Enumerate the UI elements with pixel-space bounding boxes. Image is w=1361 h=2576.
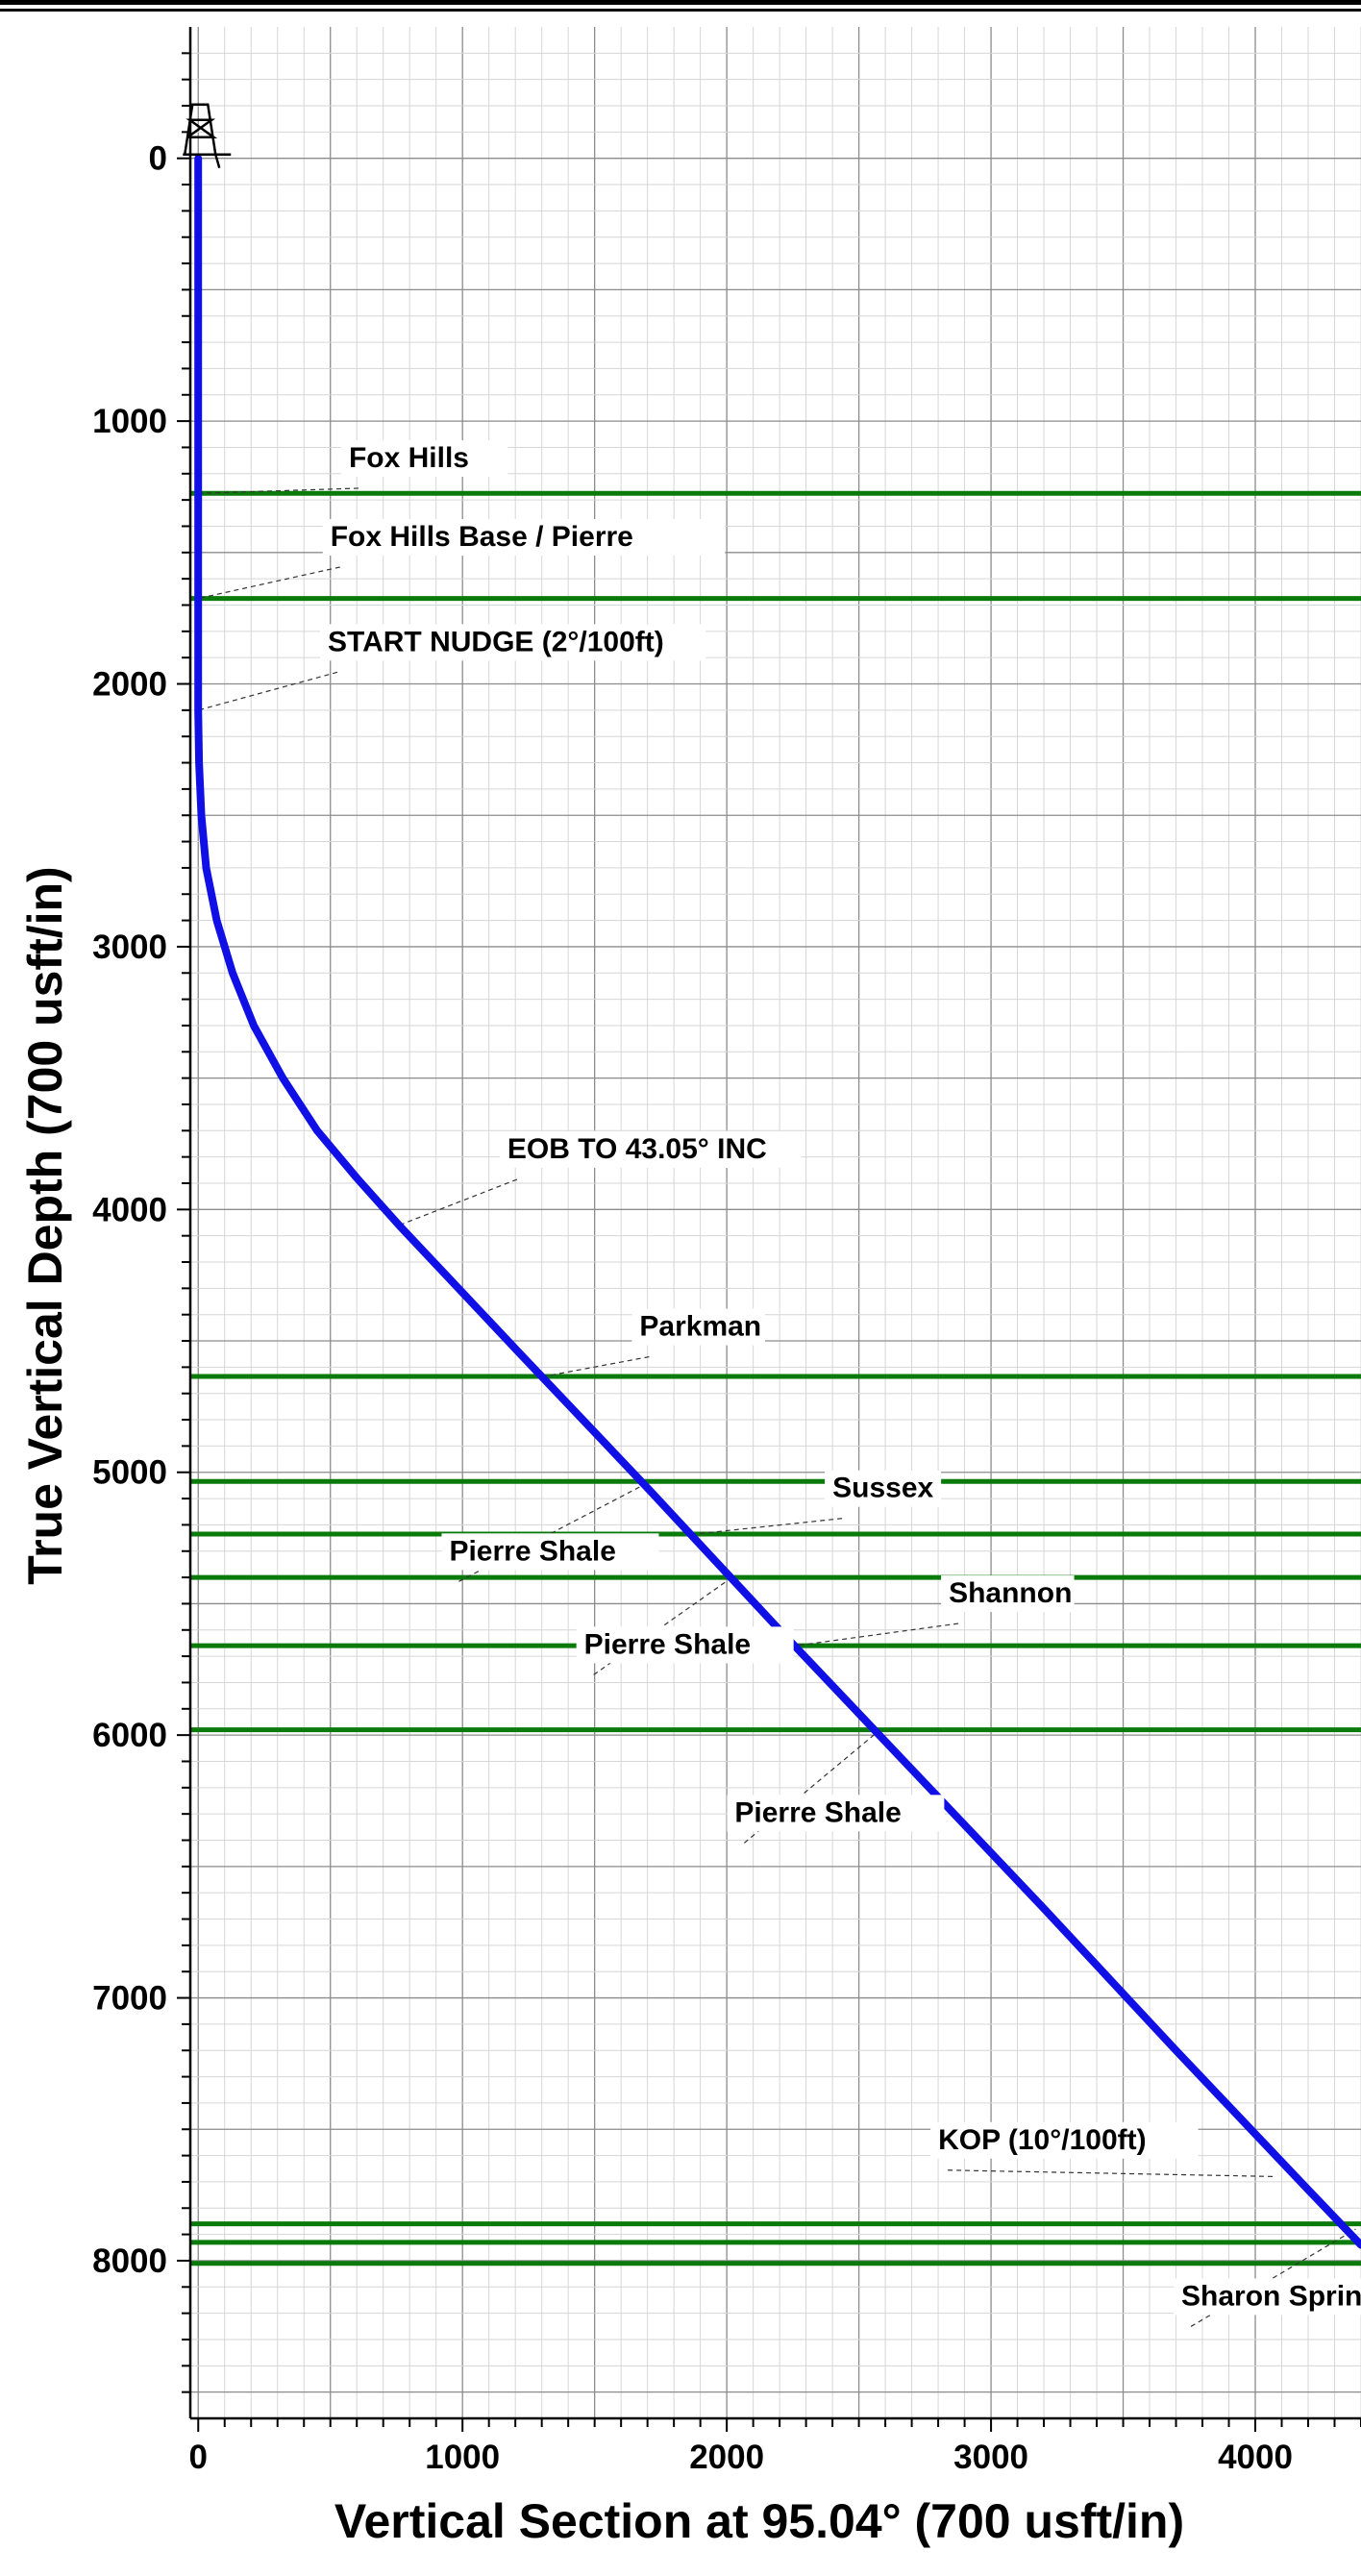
annotation-leader xyxy=(695,1518,843,1535)
annotation-label: KOP (10°/100ft) xyxy=(938,2124,1147,2156)
y-tick-label: 7000 xyxy=(92,1980,167,2018)
annotation-leader xyxy=(544,1355,650,1377)
annotation-label: Pierre Shale xyxy=(584,1628,751,1660)
y-tick-label: 2000 xyxy=(92,666,167,704)
annotation-label: Sussex xyxy=(832,1473,933,1504)
x-axis-title: Vertical Section at 95.04° (700 usft/in) xyxy=(334,2494,1184,2548)
annotation-label-bg xyxy=(319,624,705,661)
annotation-label-bg xyxy=(499,1131,802,1169)
x-tick-label: 0 xyxy=(189,2439,208,2476)
annotation-leader xyxy=(795,1622,959,1647)
annotation-label-bg xyxy=(441,1533,659,1571)
wellpath-line xyxy=(194,154,1361,2249)
annotation-label: Pierre Shale xyxy=(734,1796,901,1828)
annotation-label: EOB TO 43.05° INC xyxy=(507,1133,767,1165)
annotation-label-bg xyxy=(825,1470,942,1507)
x-tick-label: 3000 xyxy=(953,2439,1028,2476)
x-tick-label: 4000 xyxy=(1218,2439,1293,2476)
annotation-leader xyxy=(198,671,338,711)
x-tick-label: 2000 xyxy=(689,2439,764,2476)
annotation-label: Parkman xyxy=(639,1311,761,1343)
top-border xyxy=(0,0,1361,5)
rig-leg xyxy=(214,154,221,169)
annotation-label: START NUDGE (2°/100ft) xyxy=(328,626,664,657)
rig-cross xyxy=(186,118,218,138)
y-tick-label: 3000 xyxy=(92,929,167,966)
top-border-thin xyxy=(0,9,1361,12)
annotation-label: Shannon xyxy=(949,1577,1072,1609)
annotation-label-bg xyxy=(941,1575,1075,1613)
annotation-label-bg xyxy=(340,439,508,477)
annotation-label: Pierre Shale xyxy=(449,1535,615,1567)
annotation-leader xyxy=(1190,2228,1356,2327)
annotation-leader xyxy=(198,487,359,494)
annotation-leader xyxy=(948,2169,1277,2178)
y-tick-label: 4000 xyxy=(92,1191,167,1228)
y-tick-label: 1000 xyxy=(92,403,167,440)
annotation-label: Fox Hills Base / Pierre xyxy=(331,521,633,553)
annotation-label-bg xyxy=(727,1795,945,1832)
y-axis-title: True Vertical Depth (700 usft/in) xyxy=(18,866,72,1584)
annotation-leader xyxy=(198,566,340,600)
annotation-label-bg xyxy=(1174,2278,1361,2316)
annotation-label: Fox Hills xyxy=(349,442,469,474)
y-tick-label: 5000 xyxy=(92,1454,167,1492)
annotation-label-bg xyxy=(576,1626,794,1664)
annotation-label: Sharon Springs xyxy=(1181,2280,1361,2312)
annotation-leader xyxy=(398,1178,518,1226)
y-tick-label: 6000 xyxy=(92,1717,167,1754)
annotation-label-bg xyxy=(930,2121,1199,2159)
x-tick-label: 1000 xyxy=(425,2439,500,2476)
annotation-label-bg xyxy=(631,1308,765,1346)
y-tick-label: 0 xyxy=(149,140,167,178)
y-tick-label: 8000 xyxy=(92,2242,167,2280)
rig-derrick xyxy=(184,103,217,155)
annotation-label-bg xyxy=(322,518,726,556)
